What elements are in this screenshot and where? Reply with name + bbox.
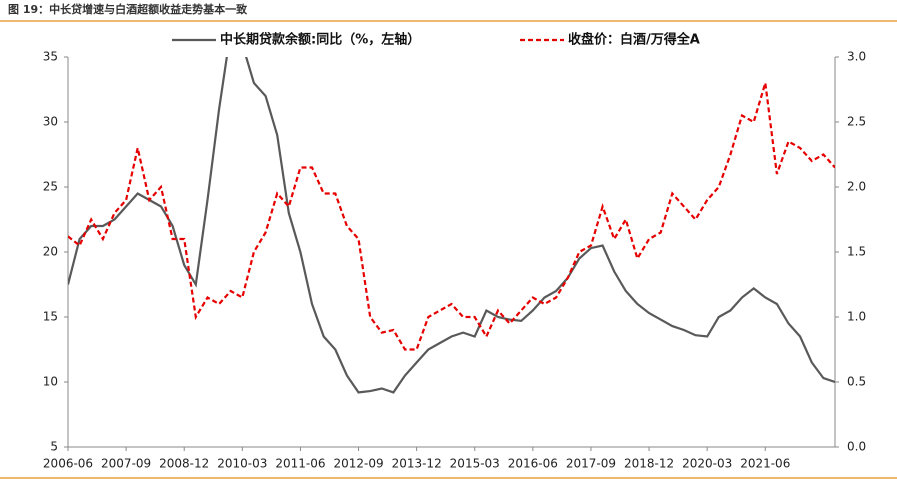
y-tick-label: 10 xyxy=(43,375,58,389)
legend-label: 收盘价：白酒/万得全A xyxy=(568,32,700,48)
x-tick-label: 2020-03 xyxy=(682,457,732,471)
x-tick-label: 2015-03 xyxy=(450,457,500,471)
y2-tick-label: 3.0 xyxy=(847,50,866,64)
y2-tick-label: 0.0 xyxy=(847,440,866,454)
y2-tick-label: 1.5 xyxy=(847,245,866,259)
y2-tick-label: 0.5 xyxy=(847,375,866,389)
y2-tick-label: 1.0 xyxy=(847,310,866,324)
x-tick-label: 2017-09 xyxy=(566,457,616,471)
y-tick-label: 5 xyxy=(50,440,58,454)
y2-tick-label: 2.0 xyxy=(847,180,866,194)
y-tick-label: 30 xyxy=(43,115,58,129)
x-tick-label: 2012-09 xyxy=(333,457,383,471)
x-tick-label: 2016-06 xyxy=(508,457,558,471)
y-tick-label: 15 xyxy=(43,310,58,324)
y2-tick-label: 2.5 xyxy=(847,115,866,129)
y-tick-label: 35 xyxy=(43,50,58,64)
x-tick-label: 2010-03 xyxy=(217,457,267,471)
x-tick-label: 2008-12 xyxy=(159,457,209,471)
series-line xyxy=(68,57,835,394)
chart-title: 图 19：中长贷增速与白酒超额收益走势基本一致 xyxy=(8,2,248,16)
x-tick-label: 2013-12 xyxy=(392,457,442,471)
x-tick-label: 2011-06 xyxy=(275,457,325,471)
series-line xyxy=(68,82,835,351)
x-tick-label: 2007-09 xyxy=(101,457,151,471)
x-tick-label: 2021-06 xyxy=(740,457,790,471)
x-tick-label: 2006-06 xyxy=(43,457,93,471)
legend: 中长期贷款余额:同比（%，左轴） 收盘价：白酒/万得全A xyxy=(172,32,700,48)
x-tick-label: 2018-12 xyxy=(624,457,674,471)
legend-label: 中长期贷款余额:同比（%，左轴） xyxy=(220,32,420,48)
y-tick-label: 20 xyxy=(43,245,58,259)
y-tick-label: 25 xyxy=(43,180,58,194)
